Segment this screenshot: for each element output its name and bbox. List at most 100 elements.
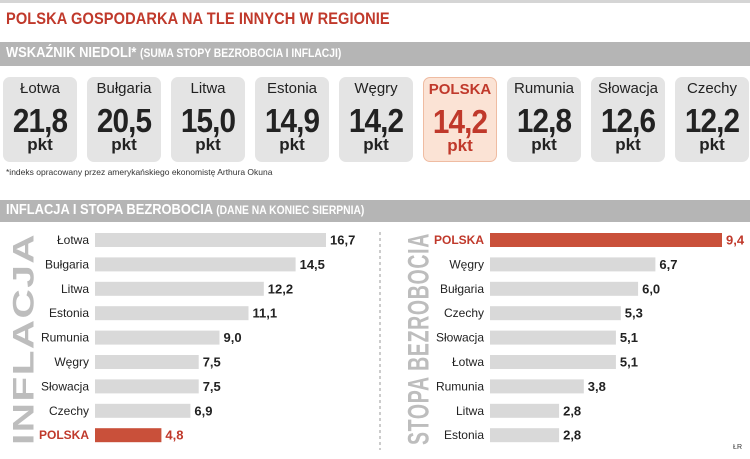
misery-index-label: WSKAŹNIK NIEDOLI* — [6, 44, 137, 61]
card-value: 15,0 — [180, 102, 236, 139]
card-value: 14,2 — [432, 103, 488, 140]
bar — [490, 306, 621, 321]
value-label: 14,5 — [300, 257, 325, 272]
card-country: Estonia — [266, 80, 318, 97]
category-label: Bułgaria — [45, 257, 89, 271]
value-label: 2,8 — [563, 428, 581, 443]
bar — [95, 257, 296, 272]
credit: ŁR — [733, 444, 742, 451]
category-label: Estonia — [444, 428, 484, 442]
card-unit: pkt — [531, 135, 557, 154]
misery-index-cards: Łotwa 21,8 pkt Bułgaria 20,5 pkt Litwa 15,0 pkt E… — [0, 77, 750, 162]
category-label: Łotwa — [57, 233, 89, 247]
category-label: POLSKA — [434, 233, 484, 247]
bar — [490, 379, 584, 394]
card-country: Rumunia — [513, 80, 575, 97]
inflation-unemployment-band: INFLACJA I STOPA BEZROBOCIA (DANE NA KON… — [0, 200, 750, 222]
value-label: 6,7 — [659, 257, 677, 272]
inflation-unemployment-label: INFLACJA I STOPA BEZROBOCIA — [6, 201, 213, 218]
unemployment-axis-title: STOPA BEZROBOCIA — [403, 233, 436, 445]
card-unit: pkt — [615, 135, 641, 154]
value-label: 7,5 — [203, 379, 221, 394]
misery-card: Estonia 14,9 pkt — [255, 77, 329, 162]
card-country: Słowacja — [597, 80, 659, 97]
category-label: Litwa — [456, 404, 484, 418]
misery-card: Czechy 12,2 pkt — [675, 77, 749, 162]
bar — [490, 257, 656, 272]
category-label: Węgry — [449, 257, 484, 271]
value-label: 5,1 — [620, 355, 638, 370]
card-value: 14,2 — [348, 102, 404, 139]
value-label: 12,2 — [268, 281, 293, 296]
card-value: 21,8 — [12, 102, 68, 139]
misery-card: Węgry 14,2 pkt — [339, 77, 413, 162]
card-value: 12,2 — [684, 102, 740, 139]
inflation-axis-title: INFLACJA — [8, 233, 41, 445]
bar — [95, 379, 199, 394]
category-label: Czechy — [49, 404, 89, 418]
card-unit: pkt — [27, 135, 53, 154]
value-label: 5,3 — [625, 306, 643, 321]
misery-index-heading: WSKAŹNIK NIEDOLI* (SUMA STOPY BEZROBOCIA… — [6, 44, 341, 61]
value-label: 11,1 — [253, 306, 278, 321]
card-country: Bułgaria — [96, 80, 152, 97]
footnote: *indeks opracowany przez amerykańskiego … — [6, 167, 273, 177]
misery-card: Litwa 15,0 pkt — [171, 77, 245, 162]
card-value: 20,5 — [96, 102, 152, 139]
page-title: POLSKA GOSPODARKA NA TLE INNYCH W REGION… — [6, 9, 390, 28]
bar — [95, 428, 162, 443]
inflation-unemployment-sublabel: (DANE NA KONIEC SIERPNIA) — [216, 203, 365, 217]
card-unit: pkt — [111, 135, 137, 154]
value-label: 16,7 — [330, 233, 355, 248]
category-label: Rumunia — [436, 379, 484, 393]
top-rule — [0, 0, 750, 3]
category-label: Słowacja — [436, 331, 484, 345]
inflation-unemployment-heading: INFLACJA I STOPA BEZROBOCIA (DANE NA KON… — [6, 201, 364, 218]
card-unit: pkt — [447, 136, 473, 155]
misery-card: Rumunia 12,8 pkt — [507, 77, 581, 162]
card-unit: pkt — [363, 135, 389, 154]
bar — [95, 306, 249, 321]
bar — [490, 428, 560, 443]
category-label: Estonia — [49, 306, 89, 320]
bar — [490, 233, 722, 247]
card-value: 12,6 — [600, 102, 656, 139]
category-label: Rumunia — [41, 331, 89, 345]
bar — [95, 281, 264, 296]
misery-card: Bułgaria 20,5 pkt — [87, 77, 161, 162]
misery-index-band: WSKAŹNIK NIEDOLI* (SUMA STOPY BEZROBOCIA… — [0, 42, 750, 66]
category-label: Łotwa — [452, 355, 484, 369]
value-label: 9,0 — [224, 330, 242, 345]
value-label: 2,8 — [563, 403, 581, 418]
category-label: Litwa — [61, 282, 89, 296]
bar — [95, 403, 191, 418]
category-label: Czechy — [444, 306, 484, 320]
value-label: 7,5 — [203, 355, 221, 370]
card-country: POLSKA — [428, 81, 492, 98]
card-country: Węgry — [354, 80, 398, 97]
bar — [95, 330, 220, 345]
card-unit: pkt — [195, 135, 221, 154]
value-label: 5,1 — [620, 330, 638, 345]
misery-card: POLSKA 14,2 pkt — [423, 77, 497, 162]
misery-index-sublabel: (SUMA STOPY BEZROBOCIA I INFLACJI) — [140, 46, 342, 60]
value-label: 6,9 — [194, 403, 212, 418]
category-label: Węgry — [54, 355, 89, 369]
card-value: 14,9 — [264, 102, 320, 139]
value-label: 3,8 — [588, 379, 606, 394]
card-unit: pkt — [699, 135, 725, 154]
bar — [95, 233, 326, 247]
card-country: Litwa — [190, 80, 226, 97]
misery-card: Słowacja 12,6 pkt — [591, 77, 665, 162]
value-label: 4,8 — [165, 428, 183, 443]
bar — [95, 355, 199, 369]
bar — [490, 403, 560, 418]
bar — [490, 330, 616, 345]
card-unit: pkt — [279, 135, 305, 154]
category-label: POLSKA — [39, 428, 89, 442]
value-label: 6,0 — [642, 281, 660, 296]
misery-card: Łotwa 21,8 pkt — [3, 77, 77, 162]
category-label: Bułgaria — [440, 282, 484, 296]
bar — [490, 355, 616, 369]
